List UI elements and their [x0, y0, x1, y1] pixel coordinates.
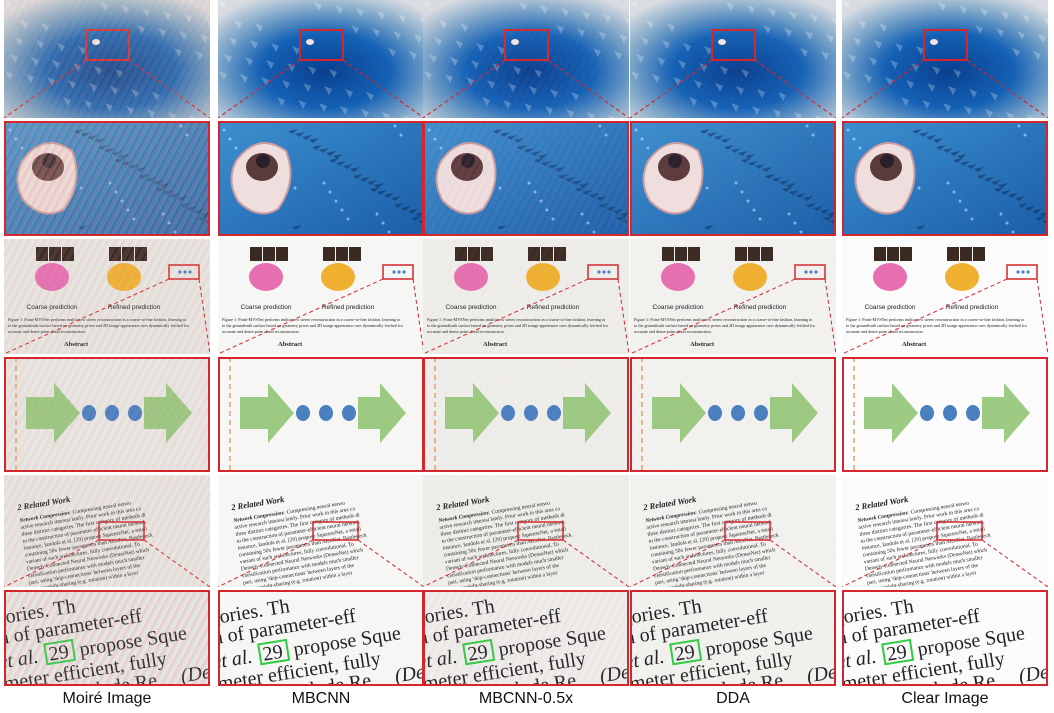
dda-oceanZoom-image: [630, 121, 836, 236]
mbcnn-doc2-image: 2 Related Work Network Compression: Compre…: [218, 475, 424, 587]
svg-text:Abstract: Abstract: [278, 341, 303, 348]
mbcnn-ocean-image: [218, 0, 424, 118]
clear-oceanZoom-image: [842, 121, 1048, 236]
svg-text:(De: (De: [393, 661, 424, 686]
clear-doc2Zoom-image: gories. Th n of parameter-eff et al. 29 prop…: [842, 590, 1048, 686]
dda-ocean-image: [630, 0, 836, 118]
mbcnn-oceanZoom-image: [218, 121, 424, 236]
mbcnn05-oceanZoom-image: [423, 121, 629, 236]
clear-doc1-image: Coarse prediction Refined prediction Figur…: [842, 239, 1048, 354]
mbcnn05-ocean-image: [423, 0, 629, 118]
moire-ocean-image: [4, 0, 210, 118]
column-caption-mbcnn: MBCNN: [291, 690, 351, 707]
moire-doc1Zoom-image: [4, 357, 210, 472]
moire-oceanZoom-image: [4, 121, 210, 236]
coarse-prediction-label: Coarse prediction: [241, 304, 292, 311]
dda-doc1Zoom-image: [630, 357, 836, 472]
column-caption-clear: Clear Image: [901, 690, 989, 707]
svg-text:Figure 1: Point-MVSNet perform: Figure 1: Point-MVSNet performs multi-vi…: [222, 317, 400, 323]
coarse-prediction-label: Coarse prediction: [865, 304, 916, 311]
column-caption-dda: DDA: [716, 690, 750, 707]
svg-text:Figure 1: Point-MVSNet perform: Figure 1: Point-MVSNet performs multi-vi…: [846, 317, 1024, 323]
clear-doc1Zoom-image: [842, 357, 1048, 472]
column-caption-mbcnn05: MBCNN-0.5x: [478, 690, 574, 707]
mbcnn-doc1Zoom-image: [218, 357, 424, 472]
svg-text:accurate and dense point cloud: accurate and dense point cloud reconstru…: [846, 329, 924, 334]
refined-prediction-label: Refined prediction: [946, 304, 999, 311]
svg-text:Abstract: Abstract: [902, 341, 927, 348]
clear-doc2-image: 2 Related Work Network Compression: Compre…: [842, 475, 1048, 587]
svg-text:29: 29: [885, 641, 908, 666]
mbcnn-doc1-image: Coarse prediction Refined prediction Figur…: [218, 239, 424, 354]
clear-ocean-image: [842, 0, 1048, 118]
svg-text:29: 29: [261, 641, 284, 666]
mbcnn-doc2Zoom-image: gories. Th n of parameter-eff et al. 29 prop…: [218, 590, 424, 686]
column-caption-moire: Moiré Image: [62, 690, 152, 707]
mbcnn05-doc1Zoom-image: [423, 357, 629, 472]
svg-text:(De: (De: [1017, 661, 1048, 686]
svg-text:to the groundtruth surface bas: to the groundtruth surface based on geom…: [222, 323, 403, 328]
refined-prediction-label: Refined prediction: [322, 304, 375, 311]
svg-text:to the groundtruth surface bas: to the groundtruth surface based on geom…: [846, 323, 1027, 328]
svg-text:accurate and dense point cloud: accurate and dense point cloud reconstru…: [222, 329, 300, 334]
